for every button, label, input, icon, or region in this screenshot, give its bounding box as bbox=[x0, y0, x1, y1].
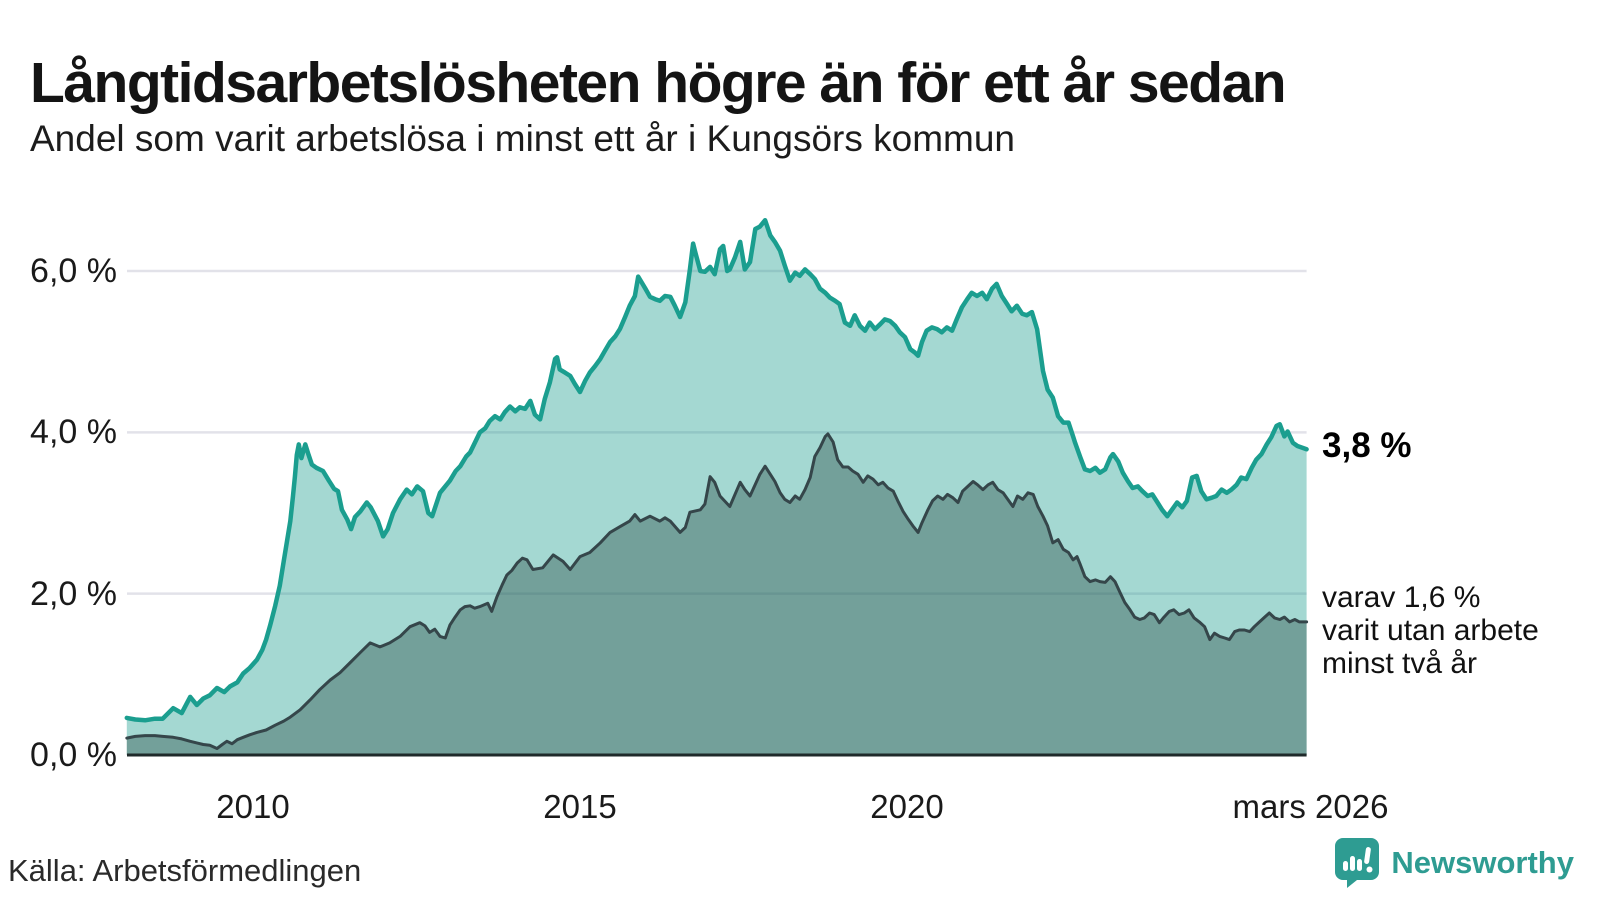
page-title: Långtidsarbetslösheten högre än för ett … bbox=[30, 51, 1287, 116]
secondary-series-label-line2: varit utan arbete bbox=[1322, 614, 1539, 647]
newsworthy-logo-text: Newsworthy bbox=[1391, 845, 1574, 880]
x-tick-label-mars-2026: mars 2026 bbox=[1232, 788, 1389, 825]
series-line-minst-tva-ar bbox=[125, 432, 1309, 750]
x-tick-label-2020: 2020 bbox=[870, 788, 944, 825]
x-tick-label-2010: 2010 bbox=[216, 788, 290, 825]
chart-subtitle: Andel som varit arbetslösa i minst ett å… bbox=[30, 118, 1015, 159]
secondary-series-label-line3: minst två år bbox=[1322, 647, 1478, 680]
series-line-minst-ett-ar bbox=[124, 217, 1309, 723]
y-tick-label-2: 2,0 % bbox=[30, 574, 117, 613]
latest-value-label: 3,8 % bbox=[1322, 426, 1412, 465]
newsworthy-logo-icon bbox=[1335, 838, 1380, 888]
source-credit: Källa: Arbetsförmedlingen bbox=[8, 853, 362, 888]
y-tick-label-6: 6,0 % bbox=[30, 251, 117, 290]
secondary-series-label-line1: varav 1,6 % bbox=[1322, 581, 1481, 614]
secondary-series-label: varav 1,6 % varit utan arbete minst två … bbox=[1322, 581, 1539, 680]
y-tick-label-0: 0,0 % bbox=[30, 736, 117, 774]
series-area-minst-tva-ar bbox=[126, 433, 1307, 755]
x-tick-label-2015: 2015 bbox=[543, 788, 617, 825]
newsworthy-logo[interactable]: Newsworthy bbox=[1335, 838, 1574, 888]
y-tick-label-4: 4,0 % bbox=[30, 413, 117, 452]
